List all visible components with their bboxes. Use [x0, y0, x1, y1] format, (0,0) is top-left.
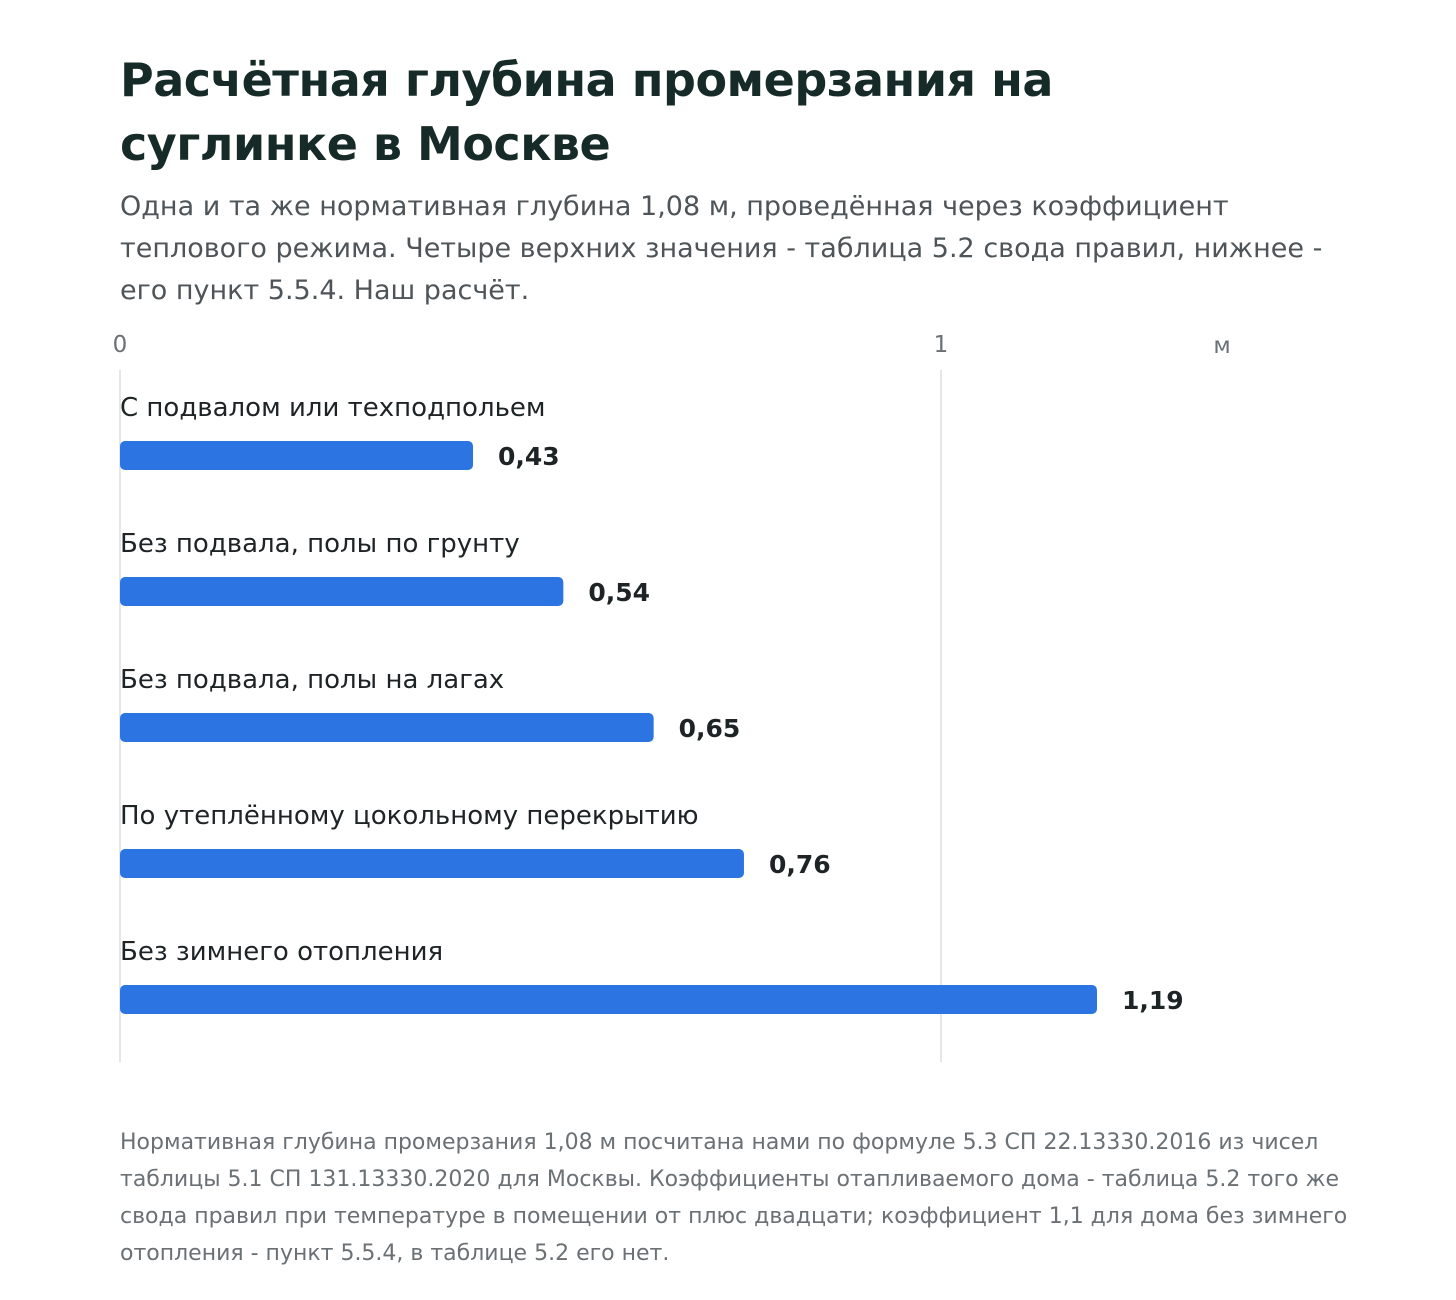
category-label: С подвалом или техподпольем [120, 393, 546, 423]
x-tick-label: 1 [934, 332, 949, 358]
x-unit-label: м [1213, 333, 1230, 359]
category-label: Без подвала, полы по грунту [120, 529, 520, 559]
value-label: 0,65 [679, 714, 741, 743]
x-tick-label: 0 [113, 332, 128, 358]
value-label: 0,54 [588, 578, 650, 607]
category-label: По утеплённому цокольному перекрытию [120, 801, 699, 831]
bar-chart-svg: 0 1 м С подвалом или техподпольем 0,43 Без по… [113, 332, 1231, 1062]
chart-title: Расчётная глубина промерзания на суглинк… [120, 53, 1053, 171]
chart-subtitle: Одна и та же нормативная глубина 1,08 м,… [120, 191, 1323, 306]
bar [120, 849, 744, 878]
value-label: 0,76 [769, 850, 831, 879]
bar [120, 441, 474, 470]
value-label: 0,43 [498, 442, 560, 471]
value-label: 1,19 [1122, 986, 1184, 1015]
chart-footnote: Нормативная глубина промерзания 1,08 м п… [120, 1130, 1348, 1266]
bar [120, 713, 654, 742]
category-label: Без подвала, полы на лагах [120, 665, 504, 695]
category-label: Без зимнего отопления [120, 937, 443, 967]
bar [120, 985, 1097, 1014]
bar [120, 577, 564, 606]
bar-chart: 0 1 м С подвалом или техподпольем 0,43 Без по… [0, 320, 1456, 1080]
